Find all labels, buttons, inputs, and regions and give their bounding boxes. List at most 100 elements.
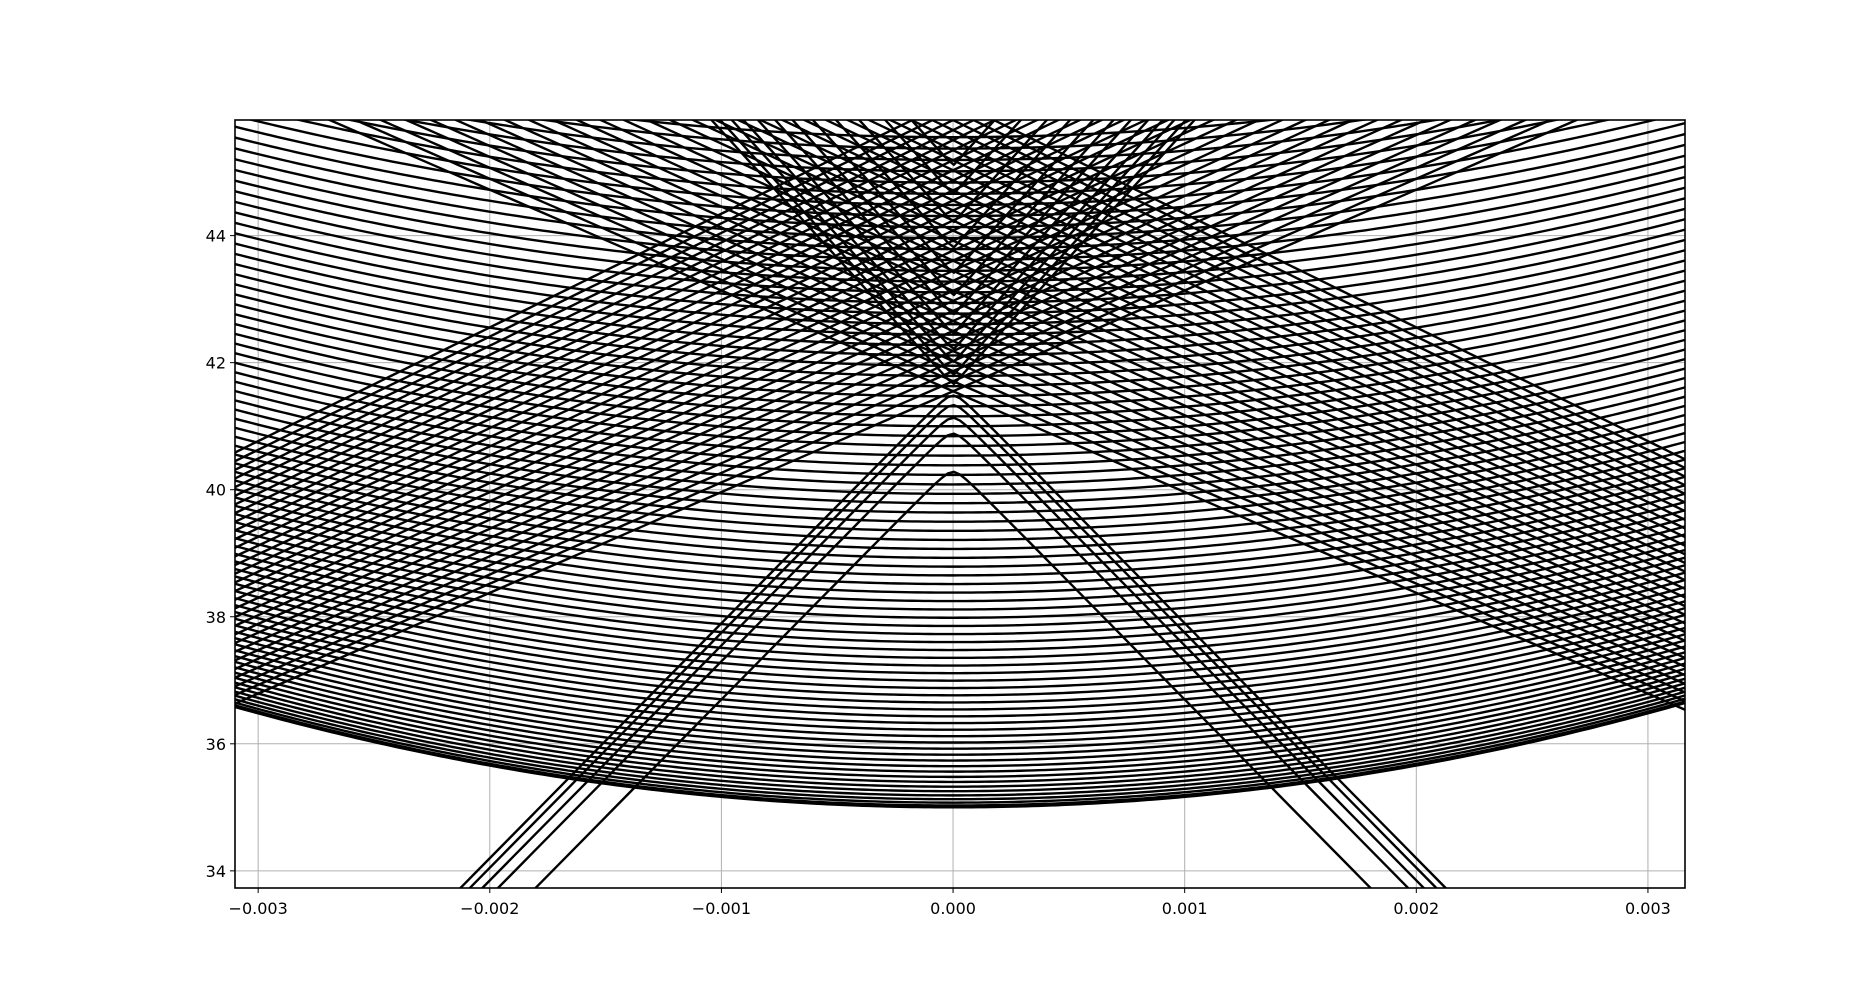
band-line (644, 120, 1685, 599)
band-line (857, 120, 1049, 224)
band-line (574, 120, 1685, 625)
band-line (801, 120, 1685, 539)
band-line (667, 120, 1685, 591)
band-line (235, 639, 1685, 744)
band-line (779, 120, 1685, 547)
band-line (235, 517, 1685, 619)
band-line (533, 470, 1373, 888)
band-line (235, 525, 1685, 628)
band-line (741, 120, 1165, 351)
band-line (235, 606, 1685, 711)
band-line (991, 120, 1685, 461)
band-line (718, 120, 1188, 376)
band-line (235, 600, 1685, 704)
band-line (235, 120, 916, 454)
band-line (235, 667, 1685, 773)
band-line (970, 120, 1685, 470)
band-line (235, 120, 998, 489)
band-line (235, 120, 1356, 627)
band-line (400, 120, 1506, 173)
x-tick-label: −0.003 (229, 899, 288, 918)
band-line (235, 120, 1454, 662)
band-line (496, 432, 1410, 888)
band-line (235, 269, 1685, 367)
band-line (709, 120, 1197, 386)
band-line (235, 686, 1685, 793)
x-tick-label: 0.001 (1162, 899, 1208, 918)
x-tick-label: −0.001 (692, 899, 751, 918)
y-tick-label: 40 (206, 481, 226, 500)
band-line (235, 120, 1404, 645)
band-line (480, 416, 1426, 888)
band-line (526, 120, 1685, 642)
band-line (834, 120, 1072, 249)
band-line (235, 492, 1685, 594)
band-line (235, 329, 1685, 428)
band-line (458, 394, 1448, 888)
band-line (823, 120, 1685, 530)
y-tick-label: 42 (206, 354, 226, 373)
band-line (235, 626, 1685, 731)
band-line (712, 120, 1685, 573)
band-line (235, 165, 1685, 262)
y-tick-label: 34 (206, 862, 226, 881)
band-line (235, 120, 1262, 593)
y-tick-label: 44 (206, 227, 226, 246)
band-line (235, 662, 1685, 768)
band-line (235, 564, 1685, 667)
band-line (453, 120, 1685, 668)
band-line (235, 694, 1685, 801)
band-line (235, 186, 1685, 283)
band-line (909, 120, 997, 166)
band-line (929, 120, 1685, 487)
band-line (477, 120, 1685, 660)
band-line (536, 120, 1370, 150)
band-line (597, 120, 1685, 616)
band-line (235, 120, 1083, 523)
band-line (235, 677, 1685, 784)
band-line (235, 120, 1580, 705)
band-line (235, 120, 977, 480)
band-line (235, 120, 1309, 610)
band-line (235, 651, 1685, 756)
band-line (403, 120, 1685, 686)
band-line (235, 348, 1685, 448)
band-line (235, 120, 1503, 679)
band-line (235, 645, 1685, 750)
band-line (235, 120, 1194, 567)
band-line (908, 120, 1685, 496)
band-line (235, 319, 1685, 418)
x-axis-ticks: −0.003 −0.002 −0.001 0.000 0.001 0.002 0.003 (229, 888, 1671, 918)
band-line (502, 120, 1685, 651)
band-line (235, 120, 1062, 515)
band-line (756, 120, 1150, 335)
band-line (235, 571, 1685, 675)
band-line (235, 120, 936, 463)
band-line (887, 120, 1685, 504)
band-line (235, 154, 1685, 251)
band-line (235, 120, 1239, 584)
band-line (690, 120, 1685, 582)
band-line (235, 672, 1685, 779)
band-line (235, 633, 1685, 738)
band-line (235, 289, 1685, 388)
band-line (791, 120, 1116, 297)
band-line (883, 120, 1023, 195)
band-line (235, 556, 1685, 660)
x-tick-label: 0.003 (1625, 899, 1671, 918)
band-line (235, 120, 956, 472)
band-line (235, 613, 1685, 718)
band-line (235, 120, 1216, 575)
band-line (811, 120, 1095, 274)
plot-frame (234, 119, 1686, 889)
band-line (235, 120, 1478, 671)
y-axis-ticks: 34 36 38 40 42 44 (206, 227, 235, 881)
band-line (735, 120, 1685, 565)
band-line (468, 403, 1438, 888)
band-line (235, 120, 1127, 541)
x-tick-label: 0.002 (1393, 899, 1439, 918)
band-line (844, 120, 1685, 521)
band-line (235, 656, 1685, 762)
band-line (235, 586, 1685, 690)
